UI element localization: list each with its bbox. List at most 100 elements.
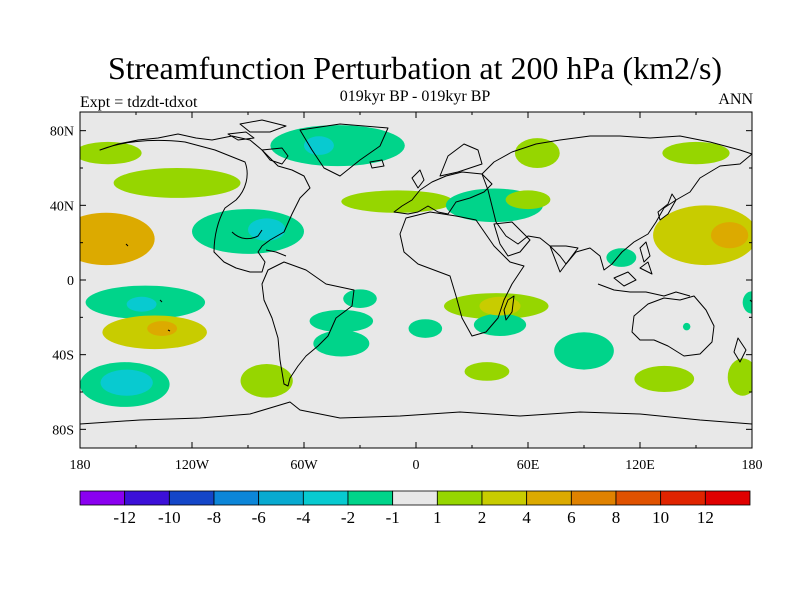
coastline-japan — [657, 193, 677, 221]
colorbar-label: 4 — [522, 508, 531, 527]
colorbar-label: -2 — [341, 508, 355, 527]
contour-region — [147, 321, 178, 336]
colorbar-swatch — [704, 490, 751, 506]
colorbar-label: 10 — [652, 508, 669, 527]
colorbar-label: -8 — [207, 508, 221, 527]
contour-region — [113, 168, 241, 198]
contour-region — [514, 138, 560, 168]
contour-region — [313, 330, 370, 357]
coastline-gulf-of-mexico — [231, 229, 263, 240]
colorbar-swatch — [213, 490, 260, 506]
y-tick-label: 80S — [52, 423, 74, 438]
chart-subtitle: 019kyr BP - 019kyr BP — [339, 88, 491, 105]
colorbar-swatch — [168, 490, 215, 506]
coastline-iceland — [369, 159, 385, 169]
contour-region — [710, 222, 749, 249]
x-axis: 180 120W 60W 0 60E 120E 180 — [70, 112, 763, 473]
contour-region — [742, 291, 752, 314]
colorbar-swatch — [481, 490, 528, 506]
y-axis: 80N 40N 0 40S 80S — [50, 125, 752, 438]
colorbar: -12 -10 -8 -6 -4 -2 -1 1 2 4 6 8 10 12 — [79, 490, 751, 527]
coastline-britain — [411, 169, 425, 189]
coastline-madagascar — [503, 295, 515, 321]
contour-region — [505, 190, 551, 210]
colorbar-label: 2 — [478, 508, 487, 527]
contour-region — [634, 365, 695, 392]
x-tick-label: 60W — [290, 458, 318, 473]
contour-region — [80, 212, 155, 266]
contour-region — [100, 369, 153, 396]
coastline-new-zealand — [733, 337, 747, 363]
coastline-australia — [631, 295, 715, 357]
contour-region — [80, 141, 142, 165]
colorbar-swatch — [526, 490, 572, 506]
y-tick-label: 40N — [50, 199, 74, 214]
colorbar-label: -6 — [252, 508, 266, 527]
colorbar-swatch — [79, 490, 126, 506]
contour-region — [247, 218, 286, 241]
x-tick-label: 60E — [517, 458, 540, 473]
contour-region — [240, 364, 293, 398]
coastline-indonesia — [597, 261, 691, 297]
contour-region — [727, 358, 752, 396]
contour-region — [270, 125, 405, 167]
map-background — [80, 112, 752, 448]
colorbar-label: -4 — [296, 508, 311, 527]
coastline-antarctica — [80, 401, 752, 425]
colorbar-label: 6 — [567, 508, 576, 527]
y-tick-label: 0 — [67, 274, 74, 289]
colorbar-swatch — [392, 490, 438, 506]
coastline-asia — [481, 135, 752, 271]
colorbar-swatch — [570, 490, 617, 506]
x-tick-label: 120E — [625, 458, 655, 473]
colorbar-swatch — [615, 490, 662, 506]
coastline-arctic-islands — [227, 119, 287, 141]
colorbar-swatch — [302, 490, 349, 506]
colorbar-swatch — [347, 490, 394, 506]
contour-region — [653, 205, 752, 266]
coastlines — [80, 119, 752, 425]
coastline-south-america — [261, 261, 355, 387]
contour-region — [464, 362, 510, 381]
colorbar-label: 1 — [433, 508, 442, 527]
x-tick-label: 0 — [413, 458, 420, 473]
colorbar-swatch — [660, 490, 706, 506]
y-tick-label: 80N — [50, 125, 74, 140]
colorbar-label: 8 — [612, 508, 621, 527]
colorbar-label: -10 — [158, 508, 181, 527]
coastline-europe — [393, 171, 493, 215]
experiment-label: Expt = tdzdt-tdxot — [80, 94, 198, 111]
colorbar-swatch — [124, 490, 170, 506]
colorbar-label: 12 — [697, 508, 714, 527]
coastline-hudson-bay — [261, 147, 289, 165]
contour-region — [606, 248, 637, 267]
contour-region — [343, 289, 377, 308]
contour-region — [682, 322, 691, 331]
colorbar-swatch — [258, 490, 304, 506]
contour-region — [126, 296, 157, 312]
coastline-arabia — [493, 221, 531, 257]
coastline-india — [549, 245, 579, 273]
contour-region — [192, 209, 304, 254]
season-label: ANN — [718, 91, 753, 108]
contour-region — [408, 319, 443, 338]
coastline-pacific-islands — [125, 243, 752, 332]
contour-fields — [80, 125, 752, 407]
x-tick-label: 180 — [742, 458, 763, 473]
x-tick-label: 120W — [175, 458, 210, 473]
contour-region — [479, 296, 521, 316]
coastline-north-america — [99, 133, 311, 273]
contour-region — [309, 309, 374, 333]
coastline-greenland — [299, 123, 389, 177]
chart-title: Streamfunction Perturbation at 200 hPa (… — [107, 50, 723, 86]
y-tick-label: 40S — [52, 349, 74, 364]
coastline-philippines — [639, 241, 651, 263]
contour-region — [304, 136, 334, 155]
colorbar-label: -12 — [113, 508, 136, 527]
colorbar-swatch — [436, 490, 483, 506]
contour-region — [662, 141, 730, 165]
coastline-scandinavia — [439, 143, 483, 177]
coastline-africa — [399, 211, 525, 337]
x-tick-label: 180 — [70, 458, 91, 473]
